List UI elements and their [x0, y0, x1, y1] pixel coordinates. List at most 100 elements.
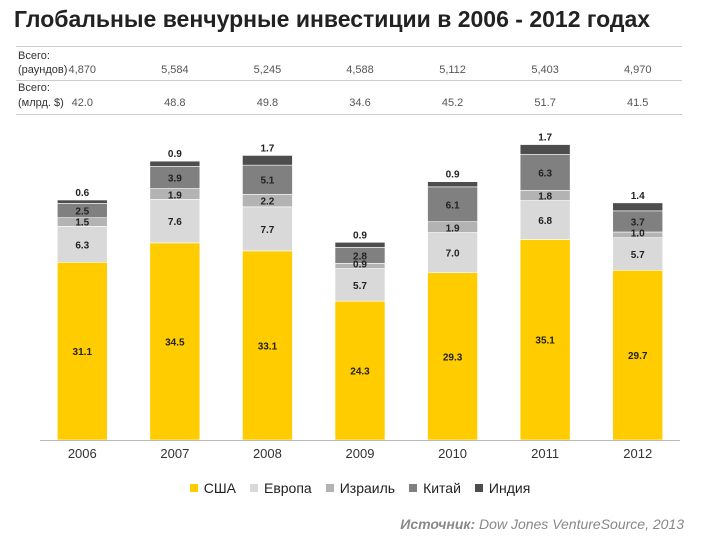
rounds-value-2011: 5,403: [531, 64, 559, 76]
data-label-2010-series-3: 6.1: [446, 200, 460, 211]
data-label-2008-series-4: 1.7: [260, 143, 274, 154]
amount-label-line1: Всего:: [18, 82, 50, 94]
legend-label-1: Европа: [264, 480, 312, 496]
data-label-2008-series-0: 33.1: [258, 341, 278, 352]
bar-2011-series-1: [519, 200, 571, 240]
data-label-2007-series-0: 34.5: [165, 337, 185, 348]
bar-2009-series-1: [334, 268, 386, 302]
legend-label-4: Индия: [488, 480, 531, 496]
data-label-2010-series-4: 0.9: [446, 170, 460, 181]
legend-item-1: Европа: [250, 480, 312, 496]
bar-2010-series-1: [427, 232, 478, 273]
data-label-2010-series-2: 1.9: [446, 224, 460, 235]
amount-value-2009: 34.6: [349, 97, 371, 109]
legend-label-3: Китай: [423, 480, 461, 496]
data-label-2009-series-0: 24.3: [350, 367, 370, 378]
legend-swatch-1: [250, 484, 258, 492]
rounds-value-2006: 4,870: [68, 64, 97, 76]
data-label-2011-series-1: 6.8: [538, 216, 552, 227]
summary-top-rule: [16, 46, 682, 47]
amount-value-2011: 51.7: [534, 97, 556, 109]
legend-swatch-2: [325, 484, 334, 492]
bar-2006-series-4: [56, 199, 108, 204]
data-label-2009-series-1: 5.7: [353, 281, 367, 292]
data-label-2006-series-2: 1.5: [75, 217, 89, 228]
amount-value-2008: 49.8: [256, 97, 279, 109]
rounds-label-line2: (раундов): [18, 64, 68, 76]
data-label-2007-series-4: 0.9: [168, 149, 182, 160]
x-tick-label-2008: 2008: [253, 446, 282, 461]
legend-item-4: Индия: [474, 480, 531, 496]
data-label-2006-series-4: 0.6: [75, 188, 89, 199]
bar-2010-series-0: [427, 272, 478, 441]
bar-2007-series-1: [149, 199, 201, 244]
data-label-2012-series-0: 29.7: [628, 351, 648, 362]
data-label-2012-series-1: 5.7: [631, 250, 645, 261]
data-label-2010-series-0: 29.3: [443, 352, 463, 363]
x-tick-label-2009: 2009: [346, 446, 375, 461]
rounds-value-2007: 5,584: [161, 64, 189, 76]
amount-value-2010: 45.2: [441, 97, 464, 109]
chart-title: Глобальные венчурные инвестиции в 2006 -…: [14, 6, 651, 32]
legend: США Европа Израиль Китай Индия: [0, 480, 720, 496]
data-label-2006-series-3: 2.5: [75, 207, 89, 218]
rounds-value-2009: 4,588: [346, 64, 374, 76]
data-label-2011-series-3: 6.3: [538, 168, 552, 179]
data-label-2008-series-3: 5.1: [260, 176, 274, 187]
legend-label-2: Израиль: [339, 480, 396, 496]
rounds-label-line1: Всего:: [18, 50, 50, 62]
data-label-2011-series-4: 1.7: [538, 133, 552, 144]
data-label-2012-series-3: 3.7: [631, 217, 645, 228]
bar-2011-series-0: [519, 239, 571, 441]
legend-item-2: Израиль: [325, 480, 396, 496]
data-label-2011-series-0: 35.1: [535, 336, 555, 347]
legend-label-0: США: [203, 480, 236, 496]
rounds-value-2008: 5,245: [253, 64, 282, 76]
x-tick-label-2011: 2011: [531, 446, 559, 461]
x-tick-label-2006: 2006: [68, 446, 97, 461]
amount-value-2006: 42.0: [71, 97, 93, 109]
bar-2009-series-4: [334, 241, 386, 248]
data-label-2012-series-4: 1.4: [631, 191, 645, 202]
bar-2008-series-4: [242, 155, 293, 166]
data-label-2007-series-3: 3.9: [168, 173, 182, 184]
rounds-value-2010: 5,112: [439, 64, 466, 76]
bar-2012-series-1: [612, 237, 664, 271]
data-label-2009-series-4: 0.9: [353, 230, 367, 241]
data-label-2008-series-1: 7.7: [260, 225, 274, 236]
legend-item-0: США: [189, 480, 236, 496]
data-label-2009-series-2: 0.9: [353, 260, 367, 271]
data-label-2007-series-2: 1.9: [168, 190, 182, 201]
bar-2012-series-4: [612, 202, 664, 212]
legend-swatch-4: [474, 484, 483, 492]
rounds-value-2012: 4,970: [623, 64, 652, 76]
data-label-2011-series-2: 1.8: [538, 192, 552, 203]
data-label-2006-series-0: 31.1: [73, 347, 93, 358]
amount-value-2012: 41.5: [626, 97, 649, 109]
summary-bottom-rule: [16, 114, 682, 115]
bar-2007-series-0: [149, 242, 201, 441]
legend-item-3: Китай: [409, 480, 461, 496]
x-tick-label-2007: 2007: [160, 446, 189, 461]
x-tick-label-2010: 2010: [438, 446, 467, 461]
data-label-2008-series-2: 2.2: [260, 197, 274, 208]
amount-label-line2: (млрд. $): [18, 97, 64, 109]
bar-2008-series-1: [242, 206, 293, 252]
legend-swatch-3: [409, 484, 418, 492]
bar-2006-series-1: [56, 225, 108, 263]
data-label-2010-series-1: 7.0: [446, 249, 460, 260]
data-label-2007-series-1: 7.6: [168, 217, 182, 228]
data-label-2012-series-2: 1.0: [631, 229, 645, 240]
x-tick-label-2012: 2012: [623, 446, 652, 461]
data-label-2006-series-1: 6.3: [75, 240, 89, 251]
summary-table: Всего: (раундов) Всего: (млрд. $) 4,870 5…: [0, 46, 720, 118]
source-note: Источник: Dow Jones VentureSource, 2013: [400, 516, 684, 532]
bar-2010-series-4: [427, 181, 478, 188]
bar-2008-series-0: [242, 250, 293, 441]
bar-2008-series-3: [242, 164, 293, 195]
source-label: Источник:: [400, 516, 476, 532]
bar-2007-series-4: [149, 160, 201, 167]
data-label-2009-series-3: 2.8: [353, 251, 367, 262]
summary-middle-rule: [16, 80, 682, 81]
legend-swatch-0: [189, 484, 198, 492]
